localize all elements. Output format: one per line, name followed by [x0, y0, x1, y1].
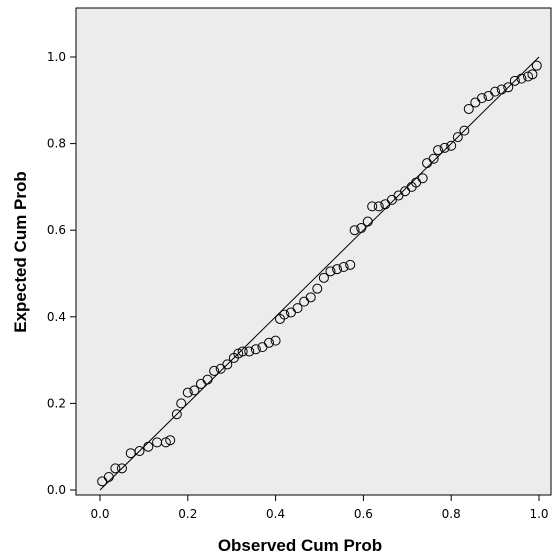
data-point	[222, 359, 233, 370]
data-point	[110, 463, 121, 474]
data-point	[237, 346, 248, 357]
data-point	[209, 365, 220, 376]
data-point	[439, 142, 450, 153]
plot-area	[75, 7, 552, 496]
data-point	[270, 335, 281, 346]
data-point	[417, 173, 428, 184]
data-point	[349, 225, 360, 236]
data-point	[428, 153, 439, 164]
x-tick-label: 0.2	[178, 507, 197, 521]
y-tick-label: 0.0	[47, 483, 66, 497]
y-tick-label: 0.6	[47, 223, 66, 237]
data-point	[264, 337, 275, 348]
data-point	[527, 69, 538, 80]
data-point	[312, 283, 323, 294]
reference-line	[99, 56, 540, 491]
x-tick-label: 0.8	[442, 507, 461, 521]
data-point	[338, 262, 349, 273]
data-point	[171, 409, 182, 420]
data-point	[165, 435, 176, 446]
data-point	[516, 73, 527, 84]
data-point	[446, 140, 457, 151]
y-axis-title: Expected Cum Prob	[11, 171, 30, 333]
data-point	[103, 472, 114, 483]
data-point	[250, 344, 261, 355]
data-point	[356, 223, 367, 234]
data-point	[362, 216, 373, 227]
x-axis: 0.0 0.2 0.4 0.6 0.8 1.0	[90, 495, 549, 521]
data-point	[279, 309, 290, 320]
y-tick-label: 0.4	[47, 310, 66, 324]
data-point	[476, 93, 487, 104]
data-point	[143, 441, 154, 452]
data-point	[116, 463, 127, 474]
data-point	[305, 292, 316, 303]
data-point	[244, 346, 255, 357]
data-point	[373, 201, 384, 212]
data-point	[496, 84, 507, 95]
data-point	[452, 132, 463, 143]
data-point	[490, 86, 501, 97]
data-point	[176, 398, 187, 409]
data-point	[503, 82, 514, 93]
data-point	[509, 75, 520, 86]
data-point	[531, 60, 542, 71]
y-axis: 0.0 0.2 0.4 0.6 0.8 1.0	[47, 50, 76, 497]
data-point	[325, 266, 336, 277]
x-tick-label: 1.0	[529, 507, 548, 521]
data-point	[134, 446, 145, 457]
y-tick-label: 1.0	[47, 50, 66, 64]
data-point	[345, 259, 356, 270]
data-point	[459, 125, 470, 136]
data-point	[182, 387, 193, 398]
x-axis-title: Observed Cum Prob	[218, 536, 382, 555]
data-point	[189, 385, 200, 396]
data-point	[318, 272, 329, 283]
data-point	[292, 303, 303, 314]
y-tick-label: 0.2	[47, 396, 66, 410]
x-tick-label: 0.4	[266, 507, 285, 521]
data-point	[332, 264, 343, 275]
data-point	[433, 145, 444, 156]
y-tick-label: 0.8	[47, 137, 66, 151]
data-point	[367, 201, 378, 212]
data-point	[202, 374, 213, 385]
x-tick-label: 0.6	[354, 507, 373, 521]
x-tick-label: 0.0	[90, 507, 109, 521]
data-point	[463, 103, 474, 114]
data-points	[97, 60, 542, 487]
